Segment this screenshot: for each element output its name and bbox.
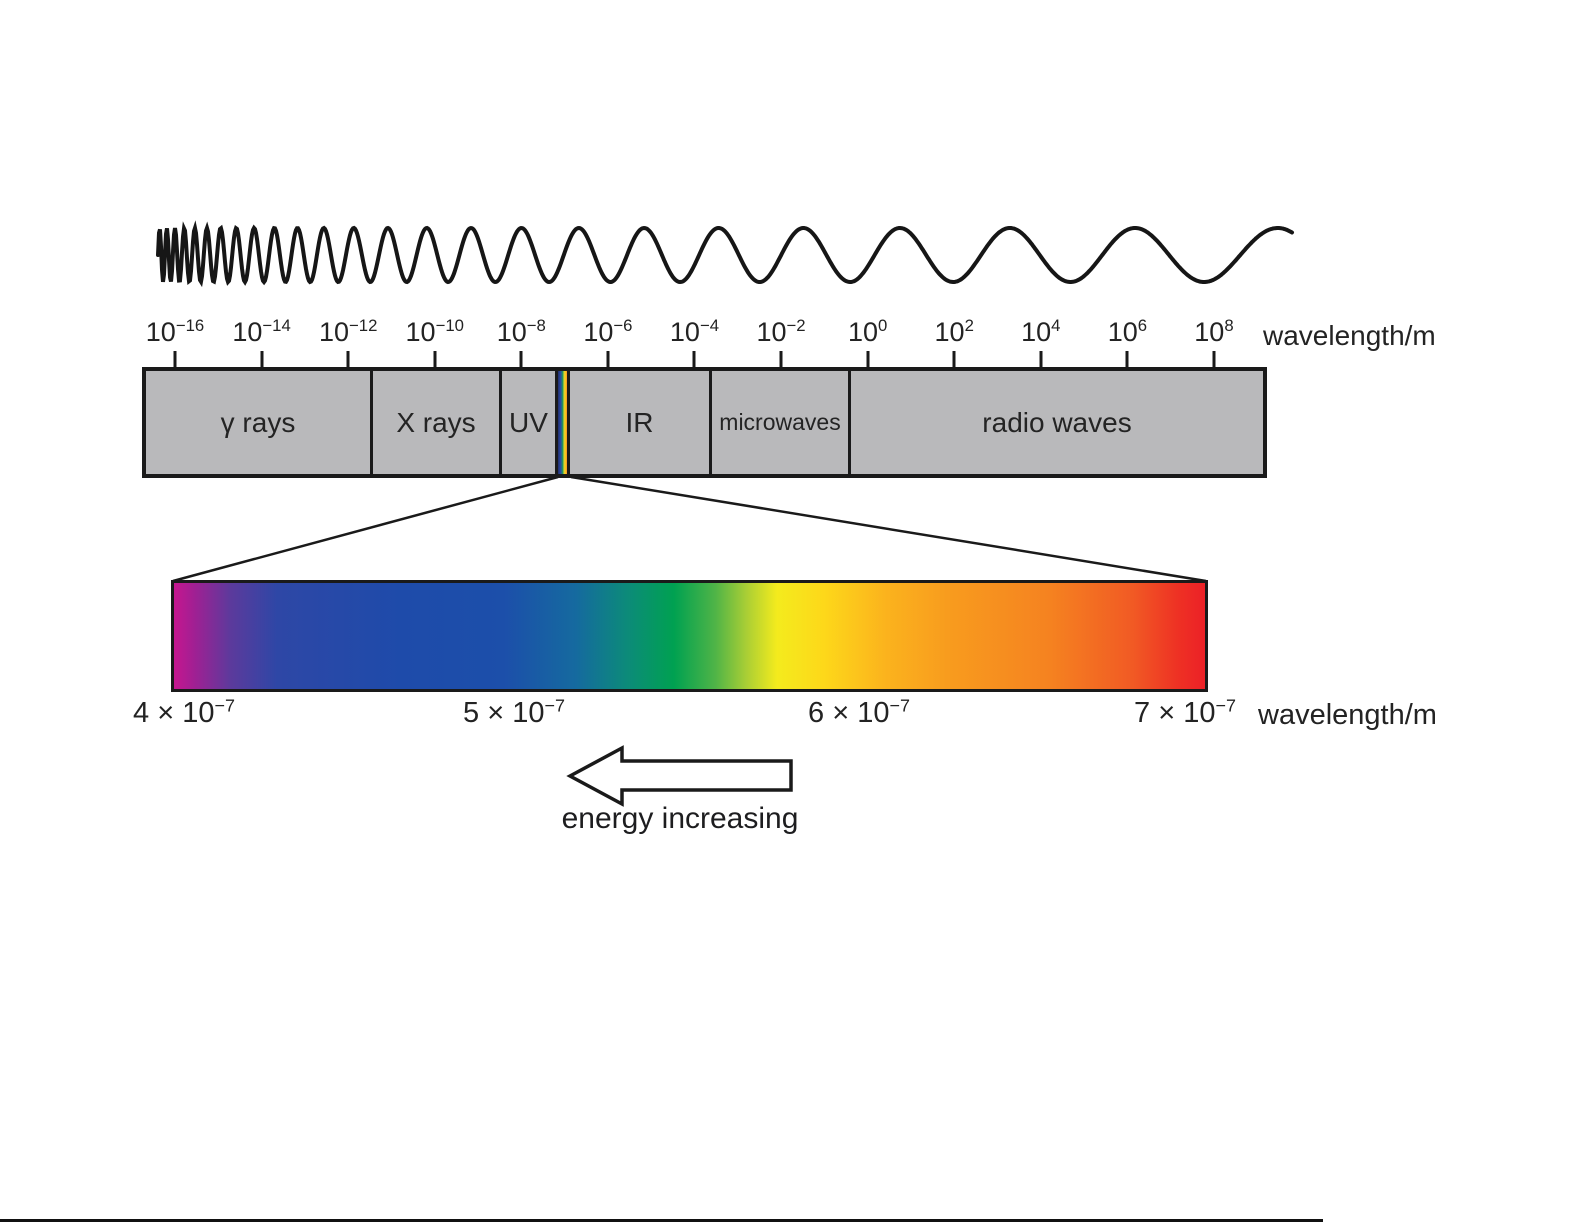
energy-increasing-label: energy increasing bbox=[561, 802, 799, 835]
scale-label-10e6: 106 bbox=[1107, 316, 1148, 347]
scale-label-10e−6: 10−6 bbox=[583, 316, 633, 347]
scale-label-10e−10: 10−10 bbox=[405, 316, 464, 347]
band-ir: IR bbox=[570, 371, 712, 474]
scale-label-10e−16: 10−16 bbox=[145, 316, 205, 347]
band-xrays: X rays bbox=[373, 371, 502, 474]
scale-label-10e−4: 10−4 bbox=[669, 316, 720, 347]
scale-tick bbox=[866, 351, 870, 368]
spectrum-tick-label-7e−7: 7 × 10−7 bbox=[1134, 695, 1236, 729]
spectrum-unit-label: wavelength/m bbox=[1258, 699, 1437, 731]
scale-label-10e−8: 10−8 bbox=[496, 316, 546, 347]
band-label: UV bbox=[509, 406, 548, 438]
zoom-connector-left-line bbox=[172, 475, 559, 583]
zoom-connector-right-line bbox=[570, 475, 1207, 583]
band-label: radio waves bbox=[982, 406, 1132, 438]
band-radio: radio waves bbox=[851, 371, 1263, 474]
band-gamma: γ rays bbox=[146, 371, 373, 474]
scale-tick bbox=[606, 351, 610, 368]
scale-tick bbox=[1125, 351, 1129, 368]
scale-tick bbox=[1039, 351, 1043, 368]
scale-tick bbox=[1212, 351, 1216, 368]
scale-label-10e0: 100 bbox=[847, 316, 888, 347]
scale-tick bbox=[779, 351, 783, 368]
band-uv: UV bbox=[502, 371, 558, 474]
band-label: IR bbox=[625, 406, 654, 438]
band-visible-light-strip bbox=[558, 371, 570, 474]
scale-tick bbox=[346, 351, 350, 368]
em-band-bar: γ rays X rays UV IR microwaves radio waves bbox=[142, 367, 1267, 478]
scale-label-10e8: 108 bbox=[1194, 316, 1234, 347]
scale-tick bbox=[433, 351, 437, 368]
visible-spectrum-bar bbox=[171, 580, 1208, 692]
scale-label-10e2: 102 bbox=[934, 316, 974, 347]
band-label: γ rays bbox=[220, 406, 296, 438]
scale-tick bbox=[692, 351, 696, 368]
scale-unit-label: wavelength/m bbox=[1263, 320, 1436, 351]
decreasing-frequency-wave bbox=[156, 220, 1294, 288]
band-microwaves: microwaves bbox=[712, 371, 851, 474]
bottom-rule bbox=[0, 1219, 1323, 1222]
energy-increasing-arrow-icon bbox=[566, 745, 793, 807]
spectrum-tick-label-4e−7: 4 × 10−7 bbox=[133, 695, 235, 729]
band-label: X rays bbox=[396, 406, 476, 438]
spectrum-tick-label-6e−7: 6 × 10−7 bbox=[808, 695, 910, 729]
scale-label-10e4: 104 bbox=[1021, 316, 1061, 347]
scale-label-10e−14: 10−14 bbox=[232, 316, 291, 347]
scale-tick bbox=[519, 351, 523, 368]
scale-label-10e−12: 10−12 bbox=[318, 316, 378, 347]
band-label: microwaves bbox=[719, 409, 841, 435]
scale-tick bbox=[260, 351, 264, 368]
spectrum-tick-label-5e−7: 5 × 10−7 bbox=[463, 695, 565, 729]
scale-tick bbox=[173, 351, 177, 368]
scale-label-10e−2: 10−2 bbox=[756, 316, 806, 347]
scale-tick bbox=[952, 351, 956, 368]
